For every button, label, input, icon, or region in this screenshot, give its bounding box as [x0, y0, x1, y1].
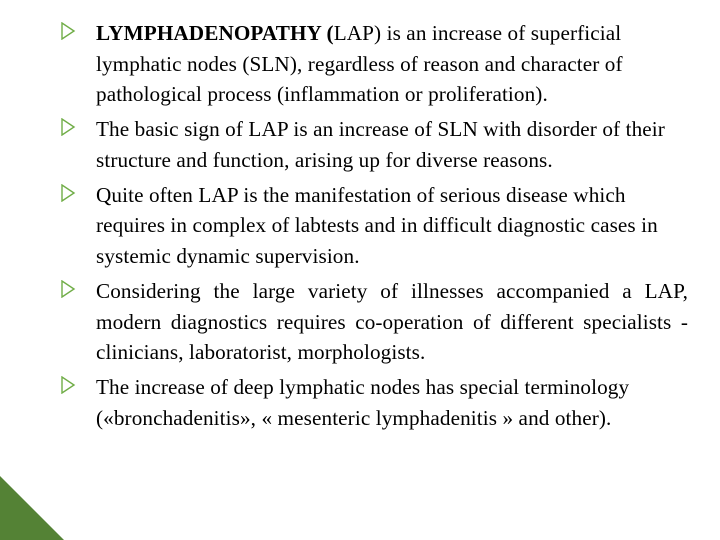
item-body: The increase of deep lymphatic nodes has… — [96, 375, 629, 430]
bullet-icon — [60, 22, 78, 40]
list-item: The increase of deep lymphatic nodes has… — [60, 372, 688, 433]
list-item-text: Considering the large variety of illness… — [96, 276, 688, 368]
list-item: Quite often LAP is the manifestation of … — [60, 180, 688, 272]
slide: LYMPHADENOPATHY (LAP) is an increase of … — [0, 0, 720, 540]
bullet-icon — [60, 184, 78, 202]
bullet-icon — [60, 376, 78, 394]
bold-lead: LYMPHADENOPATHY ( — [96, 21, 334, 45]
list-item-text: LYMPHADENOPATHY (LAP) is an increase of … — [96, 18, 688, 110]
list-item-text: The basic sign of LAP is an increase of … — [96, 114, 688, 175]
bullet-icon — [60, 118, 78, 136]
list-item: Considering the large variety of illness… — [60, 276, 688, 368]
bullet-list: LYMPHADENOPATHY (LAP) is an increase of … — [60, 18, 688, 438]
list-item-text: Quite often LAP is the manifestation of … — [96, 180, 688, 272]
corner-accent — [0, 476, 64, 540]
list-item: LYMPHADENOPATHY (LAP) is an increase of … — [60, 18, 688, 110]
bullet-icon — [60, 280, 78, 298]
item-body: The basic sign of LAP is an increase of … — [96, 117, 665, 172]
item-body: Quite often LAP is the manifestation of … — [96, 183, 658, 268]
item-body: Considering the large variety of illness… — [96, 279, 688, 364]
list-item: The basic sign of LAP is an increase of … — [60, 114, 688, 175]
list-item-text: The increase of deep lymphatic nodes has… — [96, 372, 688, 433]
